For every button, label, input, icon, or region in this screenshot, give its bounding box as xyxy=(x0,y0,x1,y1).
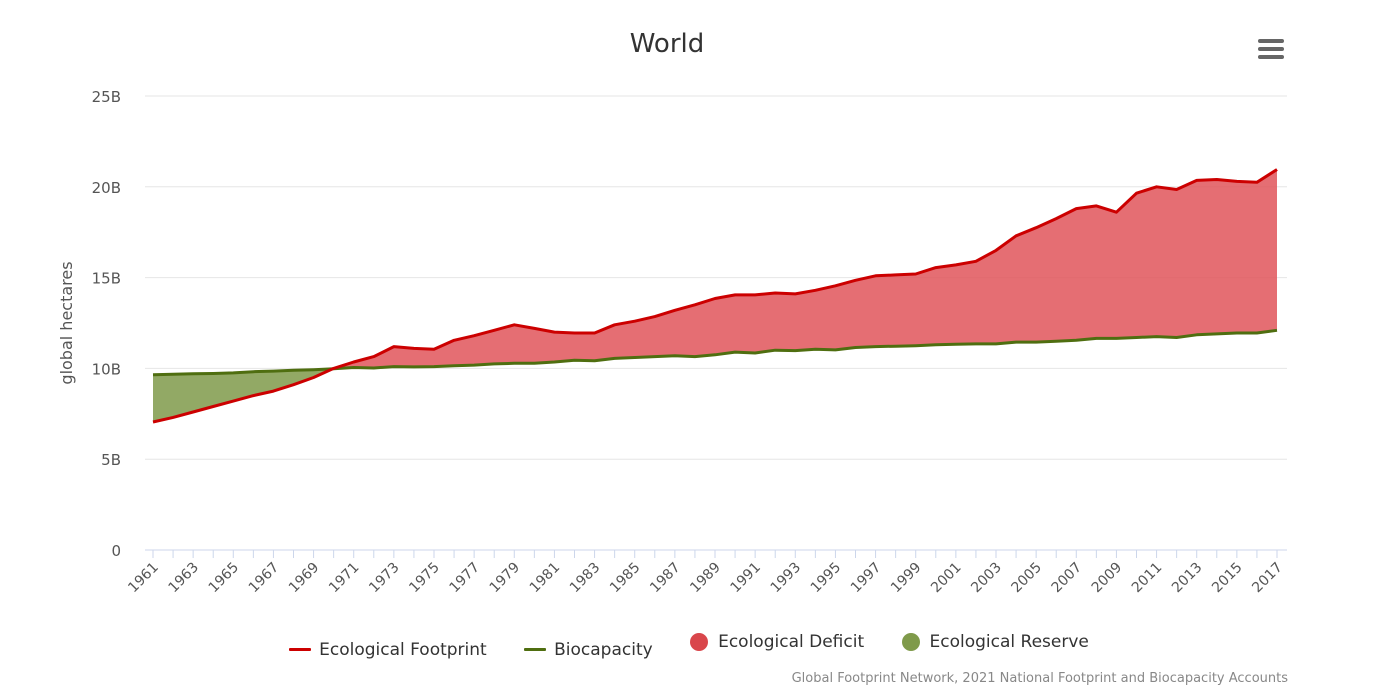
x-tick-label: 1965 xyxy=(206,560,243,597)
x-tick-label: 2007 xyxy=(1049,560,1086,597)
x-tick-label: 1979 xyxy=(487,560,524,597)
x-tick-label: 1985 xyxy=(607,560,644,597)
y-tick-label: 10B xyxy=(92,360,121,378)
x-tick-label: 1963 xyxy=(165,560,202,597)
hamburger-menu-icon xyxy=(1258,39,1284,43)
x-tick-label: 1987 xyxy=(647,560,684,597)
x-tick-label: 1969 xyxy=(286,560,323,597)
x-tick-label: 2017 xyxy=(1249,560,1286,597)
ecological-footprint-line[interactable] xyxy=(152,168,1278,424)
line-swatch-icon xyxy=(524,648,547,651)
y-tick-label: 20B xyxy=(92,179,121,197)
y-axis-label: global hectares xyxy=(57,261,76,384)
y-tick-label: 5B xyxy=(101,451,121,469)
legend-item-biocapacity[interactable]: Biocapacity xyxy=(524,640,653,660)
ecological-deficit-area xyxy=(332,169,1277,369)
y-tick-label: 0 xyxy=(111,542,121,560)
x-tick-label: 2013 xyxy=(1169,560,1206,597)
x-tick-label: 1961 xyxy=(125,560,162,597)
x-tick-label: 2005 xyxy=(1008,560,1045,597)
y-tick-label: 15B xyxy=(92,270,121,288)
ecological-reserve-area xyxy=(153,368,333,422)
legend-label: Ecological Deficit xyxy=(718,632,865,652)
x-tick-label: 1971 xyxy=(326,560,363,597)
x-axis: 1961 1963 1965 1967 1969 1971 1973 1975 1977 1979… xyxy=(125,549,1287,597)
x-tick-label: 1983 xyxy=(567,560,604,597)
x-tick-label: 2001 xyxy=(928,560,965,597)
x-tick-label: 1981 xyxy=(527,560,564,597)
y-tick-label: 25B xyxy=(92,88,121,106)
series-lines xyxy=(152,168,1278,424)
source-credit: Global Footprint Network, 2021 National … xyxy=(791,671,1288,686)
hamburger-menu-icon-bar xyxy=(1258,55,1284,59)
x-tick-label: 2011 xyxy=(1129,560,1166,597)
dot-swatch-icon xyxy=(690,633,709,651)
chart-legend: Ecological Footprint Biocapacity Ecologi… xyxy=(0,632,1378,660)
x-tick-label: 1997 xyxy=(848,560,885,597)
x-tick-label: 1999 xyxy=(888,560,925,597)
x-tick-label: 1993 xyxy=(768,560,805,597)
legend-item-ecological-footprint[interactable]: Ecological Footprint xyxy=(289,640,487,660)
x-tick-label: 2003 xyxy=(968,560,1005,597)
dot-swatch-icon xyxy=(901,633,920,651)
hamburger-menu-icon-bar xyxy=(1258,47,1284,51)
area-fills xyxy=(153,169,1277,422)
x-tick-label: 1989 xyxy=(687,560,724,597)
chart-menu-button[interactable] xyxy=(1255,36,1287,64)
x-tick-label: 1995 xyxy=(808,560,845,597)
x-tick-label: 2009 xyxy=(1089,560,1126,597)
x-tick-label: 1991 xyxy=(727,560,764,597)
chart-title: World xyxy=(630,29,705,59)
y-axis-ticks: 0 5B 10B 15B 20B 25B xyxy=(92,88,121,560)
legend-label: Ecological Reserve xyxy=(929,632,1089,652)
line-swatch-icon xyxy=(289,648,312,651)
x-tick-label: 1975 xyxy=(406,560,443,597)
legend-item-ecological-deficit[interactable]: Ecological Deficit xyxy=(690,632,864,652)
biocapacity-line[interactable] xyxy=(152,328,1278,377)
x-tick-label: 1973 xyxy=(366,560,403,597)
legend-label: Biocapacity xyxy=(554,639,653,660)
legend-item-ecological-reserve[interactable]: Ecological Reserve xyxy=(901,632,1089,652)
x-tick-label: 2015 xyxy=(1209,560,1246,597)
x-tick-label: 1967 xyxy=(246,560,283,597)
x-tick-label: 1977 xyxy=(446,560,483,597)
legend-label: Ecological Footprint xyxy=(319,639,487,660)
